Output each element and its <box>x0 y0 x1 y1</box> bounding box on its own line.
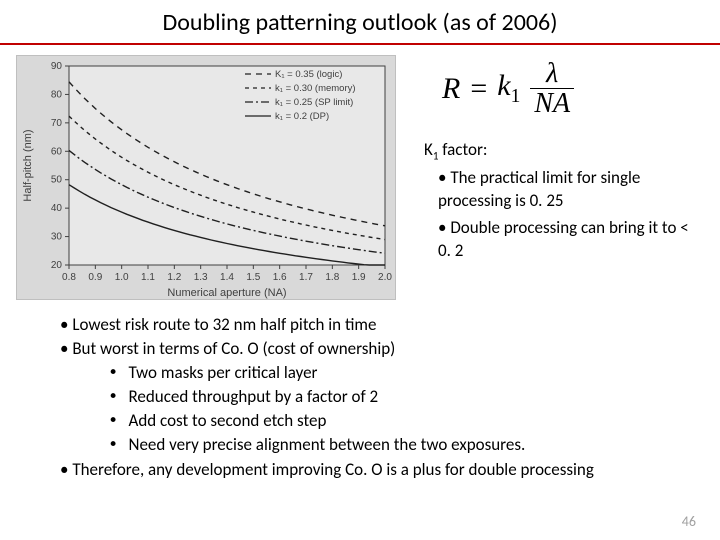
svg-text:20: 20 <box>51 260 63 271</box>
slide-title: Doubling patterning outlook (as of 2006) <box>0 8 720 37</box>
svg-text:1.6: 1.6 <box>273 272 287 283</box>
svg-text:Half-pitch (nm): Half-pitch (nm) <box>22 129 34 201</box>
k1-bullet-list: The practical limit for single processin… <box>424 167 704 263</box>
sub-bullet-list: Two masks per critical layer Reduced thr… <box>60 362 660 456</box>
svg-text:1.1: 1.1 <box>141 272 155 283</box>
svg-text:1.7: 1.7 <box>299 272 313 283</box>
svg-text:1.8: 1.8 <box>325 272 339 283</box>
list-item: Lowest risk route to 32 nm half pitch in… <box>60 314 660 336</box>
svg-text:K₁ = 0.35 (logic): K₁ = 0.35 (logic) <box>275 69 342 80</box>
svg-text:2.0: 2.0 <box>378 272 392 283</box>
lower-bullets: Lowest risk route to 32 nm half pitch in… <box>0 300 720 481</box>
svg-text:40: 40 <box>51 203 63 214</box>
title-underline <box>0 43 720 45</box>
svg-text:50: 50 <box>51 175 63 186</box>
k1-heading: K1 factor: <box>424 139 704 163</box>
title-bar: Doubling patterning outlook (as of 2006) <box>0 0 720 37</box>
k1-factor-section: K1 factor: The practical limit for singl… <box>424 139 704 263</box>
svg-text:1.9: 1.9 <box>352 272 366 283</box>
svg-text:1.2: 1.2 <box>167 272 181 283</box>
list-item: Need very precise alignment between the … <box>108 434 660 456</box>
svg-text:0.8: 0.8 <box>62 272 76 283</box>
resolution-formula: R = k1 λ NA <box>442 59 704 119</box>
svg-text:1.3: 1.3 <box>194 272 208 283</box>
svg-text:k₁ = 0.25 (SP limit): k₁ = 0.25 (SP limit) <box>275 97 353 108</box>
list-item: But worst in terms of Co. O (cost of own… <box>60 338 660 360</box>
page-number: 46 <box>682 513 696 530</box>
svg-text:30: 30 <box>51 232 63 243</box>
svg-text:1.5: 1.5 <box>246 272 260 283</box>
list-item: Reduced throughput by a factor of 2 <box>108 386 660 408</box>
list-item: The practical limit for single processin… <box>438 167 704 213</box>
svg-text:60: 60 <box>51 146 63 157</box>
svg-text:k₁ = 0.2 (DP): k₁ = 0.2 (DP) <box>275 111 329 122</box>
list-item: Double processing can bring it to < 0. 2 <box>438 217 704 263</box>
list-item: Add cost to second etch step <box>108 410 660 432</box>
equals-sign: = <box>470 72 487 106</box>
upper-region: 20 30 40 50 60 70 80 90 0.8 0.9 1.0 1.1 1.2 1.3 1.4 1.5… <box>0 55 720 300</box>
svg-text:70: 70 <box>51 118 63 129</box>
svg-text:0.9: 0.9 <box>88 272 102 283</box>
formula-lhs: R <box>442 72 460 106</box>
svg-text:1.0: 1.0 <box>115 272 129 283</box>
right-column: R = k1 λ NA K1 factor: The practical lim… <box>396 55 704 267</box>
svg-text:90: 90 <box>51 61 63 72</box>
svg-text:80: 80 <box>51 89 63 100</box>
list-item: Two masks per critical layer <box>108 362 660 384</box>
formula-k1: k1 <box>497 69 520 108</box>
halfpitch-chart: 20 30 40 50 60 70 80 90 0.8 0.9 1.0 1.1 1.2 1.3 1.4 1.5… <box>16 55 396 300</box>
svg-text:k₁ = 0.30 (memory): k₁ = 0.30 (memory) <box>275 83 356 94</box>
formula-fraction: λ NA <box>530 59 574 119</box>
list-item: Therefore, any development improving Co.… <box>60 459 660 481</box>
svg-text:1.4: 1.4 <box>220 272 234 283</box>
svg-text:Numerical aperture (NA): Numerical aperture (NA) <box>167 287 286 299</box>
